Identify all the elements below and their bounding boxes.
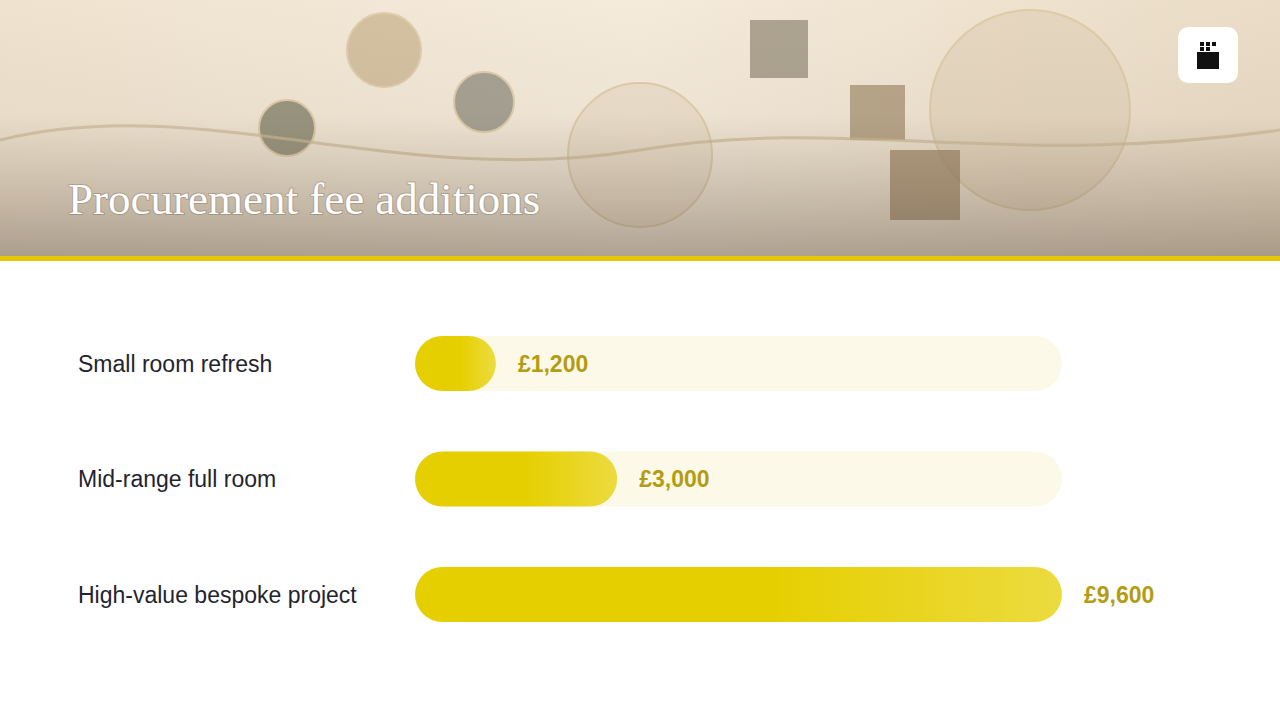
- category-tick: High-value bespoke project: [78, 582, 357, 608]
- header-rule: [0, 256, 1280, 261]
- bar: [415, 452, 617, 507]
- logo-bg: [1178, 27, 1238, 83]
- chart-title: Procurement fee additions: [68, 174, 540, 224]
- category-label: Small room refresh: [78, 351, 272, 377]
- category-tick: Mid-range full room: [78, 466, 276, 492]
- category-axis: Small room refresh Mid-range full room Hig…: [78, 351, 357, 608]
- bars: [415, 336, 1062, 622]
- logo: [1178, 27, 1238, 83]
- chart-svg: Procurement fee additions Small room refr…: [0, 0, 1280, 720]
- logo-mark: [1212, 42, 1216, 46]
- data-label: £9,600: [1084, 582, 1154, 608]
- banner-bg: [0, 0, 1280, 256]
- category-tick: Small room refresh: [78, 351, 272, 377]
- banner: [0, 0, 1280, 256]
- data-labels: £1,200 £3,000 £9,600: [518, 351, 1154, 608]
- category-label: High-value bespoke project: [78, 582, 357, 608]
- chart-root: Procurement fee additions Small room refr…: [0, 0, 1280, 720]
- data-label: £3,000: [639, 466, 709, 492]
- logo-mark: [1197, 52, 1219, 69]
- bar: [415, 567, 1062, 622]
- logo-mark: [1200, 47, 1204, 51]
- tracks: [415, 336, 1062, 622]
- category-label: Mid-range full room: [78, 466, 276, 492]
- logo-mark: [1206, 47, 1210, 51]
- bar: [415, 336, 496, 391]
- logo-mark: [1200, 42, 1204, 46]
- banner-shade: [0, 0, 1280, 256]
- range-track: [415, 567, 1062, 622]
- logo-mark: [1206, 42, 1210, 46]
- range-track: [415, 452, 1062, 507]
- data-label: £1,200: [518, 351, 588, 377]
- range-track: [415, 336, 1062, 391]
